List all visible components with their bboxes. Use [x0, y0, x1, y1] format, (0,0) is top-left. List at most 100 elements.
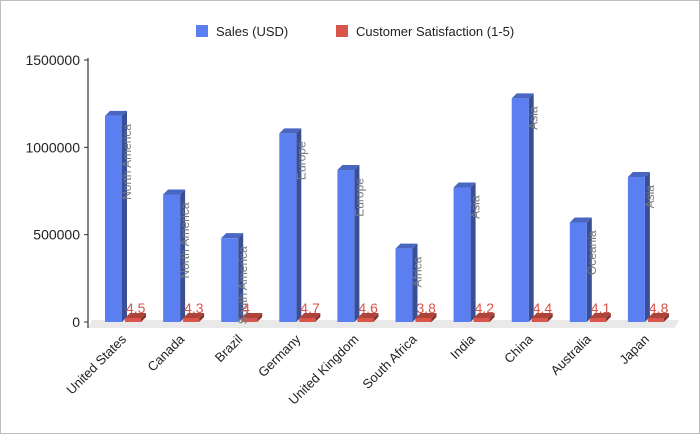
bar-side: [238, 233, 244, 322]
x-tick-label: Japan: [616, 332, 652, 368]
bar-side: [528, 93, 534, 322]
x-tick-label: South Africa: [359, 331, 420, 392]
satisfaction-bar: [473, 313, 495, 322]
x-tick-label: Germany: [255, 331, 304, 380]
satisfaction-bar: [299, 313, 321, 322]
sales-bar: [163, 189, 186, 322]
bar-top: [279, 128, 302, 134]
bar-side: [431, 313, 437, 322]
bar-front: [589, 318, 606, 322]
satisfaction-bar: [241, 313, 263, 322]
satisfaction-bar: [647, 313, 669, 322]
bar-front: [163, 194, 181, 322]
bar-side: [489, 313, 495, 322]
x-tick-label: China: [501, 331, 536, 366]
bar-top: [221, 233, 244, 239]
sales-bar: [395, 243, 418, 322]
bar-top: [183, 313, 205, 318]
legend-item: Customer Satisfaction (1-5): [336, 24, 514, 39]
bar-top: [357, 313, 379, 318]
bar-front: [337, 170, 355, 322]
bar-side: [470, 182, 476, 322]
bar-side: [315, 313, 321, 322]
y-tick-label: 1500000: [25, 52, 80, 68]
bar-top: [125, 313, 146, 318]
sales-bar: [569, 217, 592, 322]
region-label: Europe: [294, 141, 308, 180]
satisfaction-bar: [415, 313, 437, 322]
bar-front: [473, 318, 490, 322]
bar-front: [105, 115, 122, 322]
sales-bar: [221, 233, 244, 322]
bar-top: [589, 313, 611, 318]
legend-label: Sales (USD): [216, 24, 288, 39]
bar-front: [221, 238, 239, 322]
sales-bar: [511, 93, 534, 322]
region-label: Oceania: [585, 230, 599, 275]
satisfaction-label: 4.7: [300, 300, 320, 316]
bar-top: [299, 313, 321, 318]
bar-front: [531, 318, 548, 322]
legend-item: Sales (USD): [196, 24, 288, 39]
sales-bar: [105, 110, 127, 322]
bar-side: [122, 110, 127, 322]
bar-top: [337, 165, 360, 171]
region-label: Asia: [469, 195, 483, 219]
satisfaction-label: 4.3: [184, 300, 204, 316]
bar-front: [125, 318, 141, 322]
bar-side: [412, 243, 418, 322]
legend-swatch: [196, 25, 208, 37]
legend-swatch: [336, 25, 348, 37]
bar-side: [180, 189, 186, 322]
bar-front: [415, 318, 432, 322]
bar-top: [415, 313, 437, 318]
y-axis: 0 500000 1000000 1500000: [25, 52, 89, 330]
satisfaction-bar: [589, 313, 611, 322]
bar-front: [511, 98, 529, 322]
y-tick-label: 500000: [33, 227, 80, 243]
sales-bar: [453, 182, 476, 322]
bar-front: [279, 133, 297, 322]
satisfaction-label: 4.4: [533, 300, 553, 316]
x-tick-label: Canada: [144, 331, 187, 374]
bar-top: [395, 243, 418, 249]
bar-side: [663, 313, 669, 322]
legend: Sales (USD) Customer Satisfaction (1-5): [196, 24, 514, 39]
bar-front: [647, 318, 664, 322]
x-tick-label: United States: [63, 331, 129, 397]
x-tick-label: Australia: [548, 331, 595, 378]
bar-front: [299, 318, 316, 322]
x-tick-label: India: [447, 331, 478, 362]
y-tick-label: 0: [72, 314, 80, 330]
region-label: Asia: [643, 185, 657, 209]
bar-top: [453, 182, 476, 188]
bar-top: [241, 313, 263, 318]
bar-front: [395, 248, 413, 322]
satisfaction-label: 4.8: [649, 300, 669, 316]
legend-label: Customer Satisfaction (1-5): [356, 24, 514, 39]
satisfaction-label: 4.5: [126, 300, 146, 316]
bar-top: [163, 189, 186, 195]
satisfaction-bar: [357, 313, 379, 322]
sales-bar: [279, 128, 302, 322]
satisfaction-label: 3.8: [417, 300, 437, 316]
bar-side: [199, 313, 205, 322]
bar-front: [183, 318, 200, 322]
x-tick-label: Brazil: [212, 331, 246, 365]
data-labels: North America 4.5 North America 4.3 South Am…: [120, 106, 669, 324]
region-label: North America: [120, 124, 134, 200]
bar-front: [357, 318, 374, 322]
bar-front: [569, 222, 587, 322]
bar-top: [473, 313, 495, 318]
satisfaction-bar: [183, 313, 205, 322]
bar-side: [373, 313, 379, 322]
region-label: North America: [178, 202, 192, 278]
bar-top: [531, 313, 553, 318]
satisfaction-label: 4.6: [358, 300, 378, 316]
bar-top: [511, 93, 534, 99]
bar-front: [627, 177, 645, 322]
bar-side: [296, 128, 302, 322]
bar-front: [241, 318, 258, 322]
